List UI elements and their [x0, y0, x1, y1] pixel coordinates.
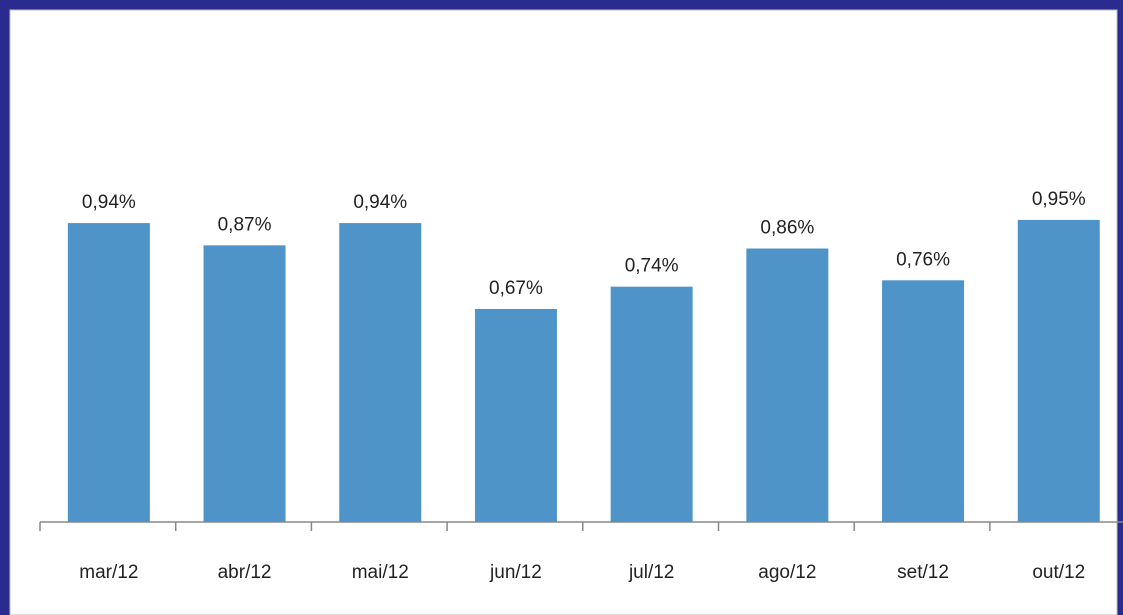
x-tick-label: mar/12	[79, 562, 138, 583]
x-tick-label: set/12	[897, 562, 949, 583]
x-tick-label: jul/12	[628, 562, 674, 583]
x-tick-label: abr/12	[218, 562, 272, 583]
data-label: 0,76%	[896, 249, 950, 270]
x-tick-label: mai/12	[352, 562, 409, 583]
bar	[746, 248, 829, 522]
data-label: 0,87%	[218, 214, 272, 235]
data-label: 0,74%	[625, 256, 679, 277]
bar	[474, 308, 557, 522]
x-tick-label: out/12	[1032, 562, 1085, 583]
bar	[67, 223, 150, 522]
bar	[339, 223, 422, 522]
bar	[882, 280, 965, 522]
bar	[1017, 219, 1100, 522]
data-label: 0,86%	[760, 218, 814, 239]
x-tick-label: jun/12	[489, 562, 542, 583]
data-label: 0,95%	[1032, 189, 1086, 210]
data-label: 0,67%	[489, 278, 543, 299]
data-label: 0,94%	[353, 192, 407, 213]
bar	[610, 286, 693, 522]
data-label: 0,94%	[82, 192, 136, 213]
x-tick-label: ago/12	[758, 562, 816, 583]
bar	[203, 245, 286, 522]
